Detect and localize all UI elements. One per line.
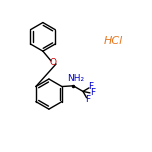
Text: NH₂: NH₂ xyxy=(67,74,84,83)
Text: HCl: HCl xyxy=(104,36,123,46)
Text: F: F xyxy=(88,82,93,91)
Text: O: O xyxy=(50,58,57,67)
Text: F: F xyxy=(90,88,95,97)
Text: F: F xyxy=(85,95,90,104)
